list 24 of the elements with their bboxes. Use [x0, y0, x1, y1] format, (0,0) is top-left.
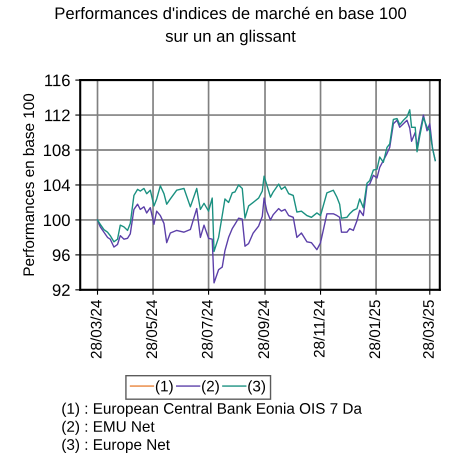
x-tick-label: 28/01/25	[368, 300, 380, 358]
y-tick-label: 92	[52, 284, 70, 296]
line-series	[96, 114, 436, 284]
y-tick-label: 112	[45, 109, 70, 122]
x-tick-label: 28/09/24	[258, 300, 270, 358]
text: (2) : EMU Net	[62, 420, 155, 435]
y-tick-label: 108	[44, 144, 70, 156]
x-tick-label: 28/03/25	[422, 300, 434, 358]
y-tick-label: 104	[44, 179, 70, 192]
line-series	[96, 109, 436, 252]
legend-label: (1)	[156, 380, 173, 395]
x-tick-label: 28/07/24	[201, 300, 213, 358]
text: (3) : Europe Net	[62, 438, 170, 453]
y-tick-label: 96	[52, 249, 70, 262]
chart-title: Performances d'indices de marché en base 100 sur un an glissant	[56, 6, 406, 46]
x-tick-label: 28/05/24	[146, 300, 158, 358]
x-tick-label: 28/11/24	[313, 300, 325, 358]
y-tick-label: 100	[44, 214, 70, 226]
y-axis-title: Performances en base 100	[22, 94, 34, 276]
legend-label: (2)	[202, 380, 219, 395]
legend-label: (3)	[248, 380, 266, 395]
text: (1) : European Central Bank Eonia OIS 7 Da	[62, 402, 362, 417]
y-tick-label: 116	[45, 74, 70, 86]
x-tick-label: 28/03/24	[90, 300, 102, 358]
